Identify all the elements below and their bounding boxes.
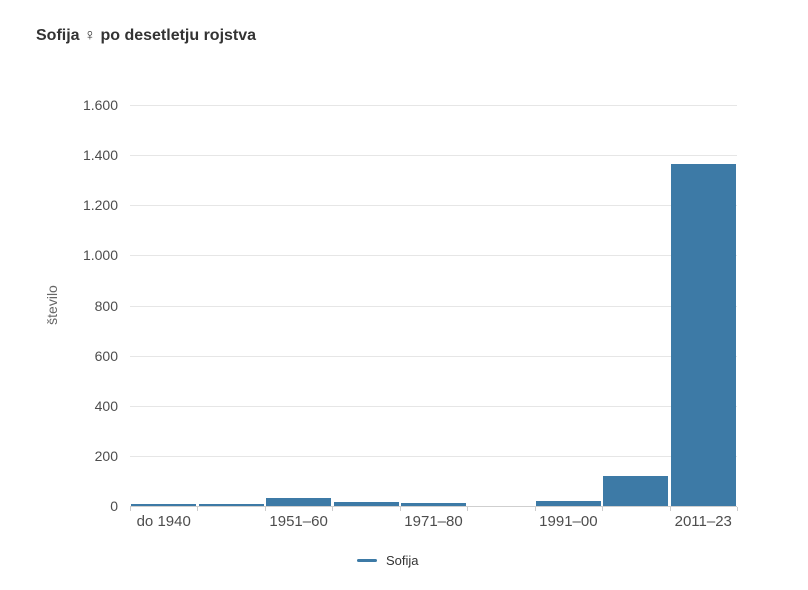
gridline bbox=[130, 155, 737, 157]
x-tick-label: 1991–00 bbox=[539, 513, 598, 530]
gridline bbox=[130, 455, 737, 457]
x-axis-tick bbox=[399, 507, 401, 511]
x-tick-label: 1971–80 bbox=[404, 513, 463, 530]
plot-area bbox=[130, 105, 737, 507]
x-axis-tick bbox=[669, 507, 671, 511]
gridline bbox=[130, 405, 737, 407]
bar-0[interactable] bbox=[131, 503, 197, 506]
x-tick-label: do 1940 bbox=[136, 513, 191, 530]
bar-6[interactable] bbox=[535, 500, 601, 506]
x-axis-tick bbox=[534, 507, 536, 511]
x-axis-tick bbox=[332, 507, 334, 511]
gridline bbox=[130, 305, 737, 307]
bar-3[interactable] bbox=[333, 501, 399, 506]
x-tick-label: 1951–60 bbox=[269, 513, 328, 530]
x-axis-tick bbox=[602, 507, 604, 511]
gridline bbox=[130, 355, 737, 357]
x-axis-tick bbox=[467, 507, 469, 511]
legend-label: Sofija bbox=[386, 553, 419, 568]
y-tick-label: 800 bbox=[94, 297, 118, 314]
x-axis-tick bbox=[737, 507, 738, 511]
legend-item-sofija[interactable]: Sofija bbox=[357, 553, 419, 568]
gridline bbox=[130, 255, 737, 257]
y-tick-label: 200 bbox=[94, 447, 118, 464]
x-axis-tick bbox=[130, 507, 131, 511]
gridline bbox=[130, 105, 737, 106]
bar-2[interactable] bbox=[266, 498, 332, 506]
bar-8[interactable] bbox=[670, 163, 736, 506]
gridline bbox=[130, 205, 737, 207]
y-tick-label: 1.200 bbox=[82, 197, 118, 214]
y-tick-label: 1.600 bbox=[82, 97, 118, 113]
y-tick-label: 600 bbox=[94, 347, 118, 364]
y-tick-label: 400 bbox=[94, 397, 118, 414]
y-tick-label: 1.000 bbox=[82, 247, 118, 264]
bar-1[interactable] bbox=[198, 503, 264, 506]
y-tick-label: 0 bbox=[110, 498, 118, 514]
bar-4[interactable] bbox=[400, 503, 466, 506]
legend-marker bbox=[357, 559, 377, 562]
chart-title: Sofija ♀ po desetletju rojstva bbox=[36, 27, 257, 44]
y-tick-label: 1.400 bbox=[82, 147, 118, 164]
x-axis-line bbox=[130, 506, 737, 507]
x-tick-label: 2011–23 bbox=[674, 513, 732, 530]
bar-7[interactable] bbox=[603, 475, 669, 506]
x-axis-tick bbox=[264, 507, 266, 511]
x-axis-tick bbox=[197, 507, 199, 511]
